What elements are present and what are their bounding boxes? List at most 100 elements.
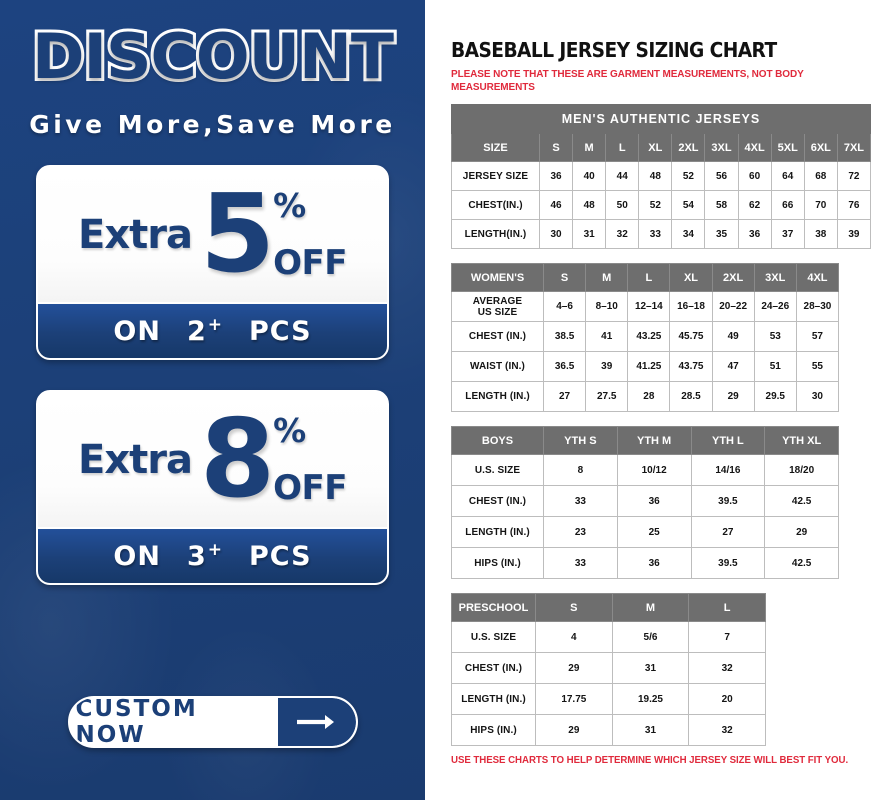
- row-label: U.S. SIZE: [451, 621, 536, 653]
- cell: 31: [572, 219, 607, 249]
- cell: 66: [770, 190, 805, 220]
- column-header: 2XL: [711, 263, 755, 292]
- column-header: L: [688, 593, 766, 622]
- column-header: M: [585, 263, 629, 292]
- custom-now-button[interactable]: CUSTOM NOW: [67, 696, 358, 748]
- row-label: CHEST(IN.): [451, 190, 540, 220]
- table-row: HIPS (IN.) 33 36 39.5 42.5: [451, 547, 839, 579]
- cell: 70: [803, 190, 838, 220]
- offer-off-label: OFF: [273, 468, 347, 508]
- column-header: M: [611, 593, 690, 622]
- row-label-line2: US SIZE: [477, 306, 518, 318]
- offer-percent-symbol: %: [273, 186, 307, 225]
- row-label: CHEST (IN.): [451, 321, 544, 352]
- offer-condition-bar: ON 3+ PCS: [38, 527, 387, 583]
- discount-promo-panel: DISCOUNT Give More,Save More Extra 5 % O…: [0, 0, 425, 800]
- row-label: LENGTH (IN.): [451, 516, 544, 548]
- cell: 25: [616, 516, 692, 548]
- cell: 29: [535, 652, 613, 684]
- offer-condition-bar: ON 2+ PCS: [38, 302, 387, 358]
- custom-now-label: CUSTOM NOW: [75, 696, 198, 748]
- cell: 27: [542, 381, 587, 412]
- cell: 52: [638, 190, 673, 220]
- cell: 32: [688, 652, 766, 684]
- cell: 32: [605, 219, 640, 249]
- cell: 53: [753, 321, 797, 352]
- cell: 47: [711, 351, 755, 382]
- cell: 36: [616, 547, 692, 579]
- cell: 56: [704, 161, 739, 191]
- row-label-line1: AVERAGE: [472, 295, 523, 307]
- row-label: AVERAGE US SIZE: [451, 291, 544, 322]
- cell: 55: [795, 351, 840, 382]
- mens-table-banner: MEN'S AUTHENTIC JERSEYS: [451, 104, 871, 134]
- offer-card-top: Extra 8 % OFF: [38, 392, 387, 527]
- cell: 28–30: [795, 291, 840, 322]
- table-header-row: SIZE S M L XL 2XL 3XL 4XL 5XL 6XL 7XL: [451, 133, 872, 162]
- cell: 39: [585, 351, 629, 382]
- table-row: LENGTH (IN.) 17.75 19.25 20: [451, 683, 766, 715]
- promo-tagline: Give More,Save More: [29, 110, 396, 139]
- cell: 58: [704, 190, 739, 220]
- cell: 39.5: [690, 547, 766, 579]
- column-header: 3XL: [704, 133, 739, 162]
- cell: 29: [711, 381, 755, 412]
- cell: 17.75: [535, 683, 613, 715]
- cell: 54: [671, 190, 706, 220]
- cell: 32: [688, 714, 766, 746]
- column-header: 4XL: [795, 263, 840, 292]
- offer-quantity-group: 3+: [187, 540, 223, 572]
- cell: 39.5: [690, 485, 766, 517]
- row-label: CHEST (IN.): [451, 485, 544, 517]
- arrow-right-icon[interactable]: [277, 698, 356, 746]
- row-label: U.S. SIZE: [451, 454, 544, 486]
- womens-sizing-table: WOMEN'S S M L XL 2XL 3XL 4XL AVERAGE US …: [451, 263, 840, 412]
- cell: 5/6: [611, 621, 690, 653]
- offer-amount: 8: [199, 396, 275, 522]
- column-header-corner: BOYS: [451, 426, 544, 455]
- cell: 57: [795, 321, 840, 352]
- table-row: AVERAGE US SIZE 4–6 8–10 12–14 16–18 20–…: [451, 291, 840, 322]
- cell: 46: [538, 190, 574, 220]
- offer-amount: 5: [199, 171, 275, 297]
- cell: 43.75: [669, 351, 713, 382]
- column-header: S: [542, 263, 587, 292]
- cell: 33: [543, 485, 618, 517]
- offer-percent-off-group: % OFF: [271, 167, 347, 302]
- offer-card-5-percent[interactable]: Extra 5 % OFF ON 2+ PCS: [36, 165, 389, 360]
- preschool-sizing-table: PRESCHOOL S M L U.S. SIZE 4 5/6 7 CHEST …: [451, 593, 766, 746]
- column-header: YTH L: [690, 426, 766, 455]
- column-header: YTH XL: [764, 426, 839, 455]
- offer-extra-label: Extra: [78, 211, 193, 258]
- cell: 50: [605, 190, 640, 220]
- table-row: CHEST (IN.) 33 36 39.5 42.5: [451, 485, 839, 517]
- sizing-chart-panel: BASEBALL JERSEY SIZING CHART PLEASE NOTE…: [425, 0, 888, 800]
- offer-quantity-plus: +: [207, 540, 224, 560]
- cell: 68: [803, 161, 838, 191]
- offer-card-8-percent[interactable]: Extra 8 % OFF ON 3+ PCS: [36, 390, 389, 585]
- cell: 36: [616, 485, 692, 517]
- offer-quantity: 2: [186, 316, 207, 347]
- cell: 30: [538, 219, 574, 249]
- cell: 36: [538, 161, 574, 191]
- cell: 31: [611, 652, 690, 684]
- boys-sizing-table: BOYS YTH S YTH M YTH L YTH XL U.S. SIZE …: [451, 426, 839, 579]
- column-header: S: [535, 593, 613, 622]
- cell: 24–26: [753, 291, 797, 322]
- cell: 60: [737, 161, 772, 191]
- column-header: L: [627, 263, 671, 292]
- cell: 12–14: [627, 291, 671, 322]
- cell: 36: [737, 219, 772, 249]
- column-header: M: [572, 133, 607, 162]
- cell: 39: [836, 219, 872, 249]
- table-row: LENGTH(IN.) 30 31 32 33 34 35 36 37 38 3…: [451, 219, 872, 249]
- column-header: 6XL: [803, 133, 838, 162]
- cell: 62: [737, 190, 772, 220]
- column-header: YTH S: [543, 426, 618, 455]
- table-row: CHEST(IN.) 46 48 50 52 54 58 62 66 70 76: [451, 190, 872, 220]
- cell: 45.75: [669, 321, 713, 352]
- table-row: JERSEY SIZE 36 40 44 48 52 56 60 64 68 7…: [451, 161, 872, 191]
- cell: 31: [611, 714, 690, 746]
- offer-quantity: 3: [186, 541, 207, 572]
